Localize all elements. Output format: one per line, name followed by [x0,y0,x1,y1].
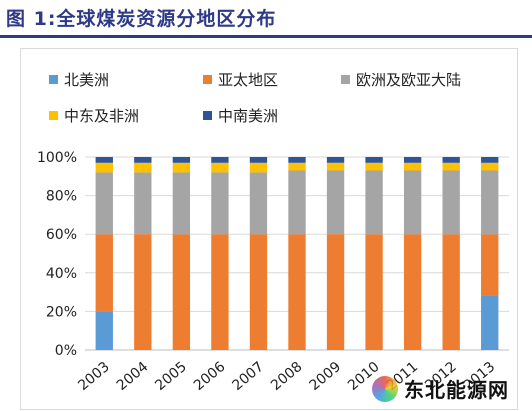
stacked-bar-plot: 0%20%40%60%80%100%2003 2004 2005 2006 2007 20… [37,150,509,394]
legend-swatch [49,111,58,120]
bar-segment [211,234,229,350]
legend-item-north-america: 北美洲 [49,69,109,90]
bar-segment [211,172,229,235]
bar-segment [172,157,191,163]
bar-segment [326,162,345,171]
bar-segment [288,234,306,350]
y-tick-label: 100% [37,150,77,166]
x-tick-label: 2003 [75,359,113,394]
watermark: 东北能源网 [372,374,509,403]
bar-segment [442,157,460,163]
bar-segment [211,157,229,163]
bar-segment [326,234,345,350]
bar-segment [95,157,113,163]
bar-segment [403,234,422,350]
bar-segment [403,162,422,171]
bar-segment [481,170,499,235]
bar-segment [249,234,268,350]
chart-frame: 北美洲 亚太地区 欧洲及欧亚大陆 中东及非洲 中南美洲 0% 20% 40% 60% 8… [20,48,518,410]
chart-title: 图 1:全球煤炭资源分地区分布 [6,8,277,30]
legend-label: 中南美洲 [218,107,279,125]
bar-segment [288,157,306,163]
bar-segment [442,170,460,235]
y-tick-label: 0% [55,343,77,359]
bar-segment [249,157,268,163]
bar-segment [403,170,422,235]
legend-label: 北美洲 [64,71,110,89]
bar-segment [249,162,268,173]
bar-segment [95,311,113,350]
bar-segment [249,172,268,235]
bar-segment [211,162,229,173]
legend-item-south-central-america: 中南美洲 [203,105,278,126]
bar-segment [326,170,345,235]
y-tick-label: 20% [46,304,77,320]
bar-segment [481,162,499,171]
y-tick-label: 60% [46,227,77,243]
bar-segment [365,157,383,163]
bar-segment [365,162,383,171]
legend-label: 亚太地区 [218,71,279,89]
bar-segment [134,162,152,173]
bar-segment [481,295,499,350]
legend-swatch [203,111,212,120]
watermark-text: 东北能源网 [404,378,509,402]
x-tick-label: 2007 [229,359,267,394]
bar-segment [95,172,113,235]
x-tick-label: 2006 [191,359,229,394]
bar-segment [134,172,152,235]
bar-segment [172,172,191,235]
bar-segment [172,234,191,350]
bar-segment [288,170,306,235]
y-tick-label: 80% [46,189,77,205]
title-bar: 图 1:全球煤炭资源分地区分布 [0,0,532,38]
watermark-logo-icon [372,375,398,402]
x-tick-label: 2004 [114,359,152,394]
bar-segment [134,157,152,163]
bar-segment [288,162,306,171]
legend-label: 中东及非洲 [64,107,140,125]
bar-segment [481,234,499,296]
bar-segment [95,234,113,312]
legend-swatch [203,75,212,84]
title-underline [0,35,532,38]
bar-segment [442,234,460,350]
legend-item-asia-pacific: 亚太地区 [203,69,278,90]
y-tick-label: 40% [46,266,77,282]
legend-item-middle-east-africa: 中东及非洲 [49,105,139,126]
bar-segment [403,157,422,163]
bar-segment [365,170,383,235]
bar-segment [326,157,345,163]
x-tick-label: 2009 [307,359,345,394]
bar-segment [365,234,383,350]
x-tick-label: 2008 [268,359,306,394]
legend-swatch [341,75,350,84]
x-tick-label: 2005 [152,359,190,394]
bar-segment [172,162,191,173]
bar-segment [134,234,152,350]
legend-swatch [49,75,58,84]
bar-segment [481,157,499,163]
bar-segment [95,162,113,173]
legend-item-europe-eurasia: 欧洲及欧亚大陆 [341,69,461,90]
legend-label: 欧洲及欧亚大陆 [356,71,462,89]
bar-segment [442,162,460,171]
